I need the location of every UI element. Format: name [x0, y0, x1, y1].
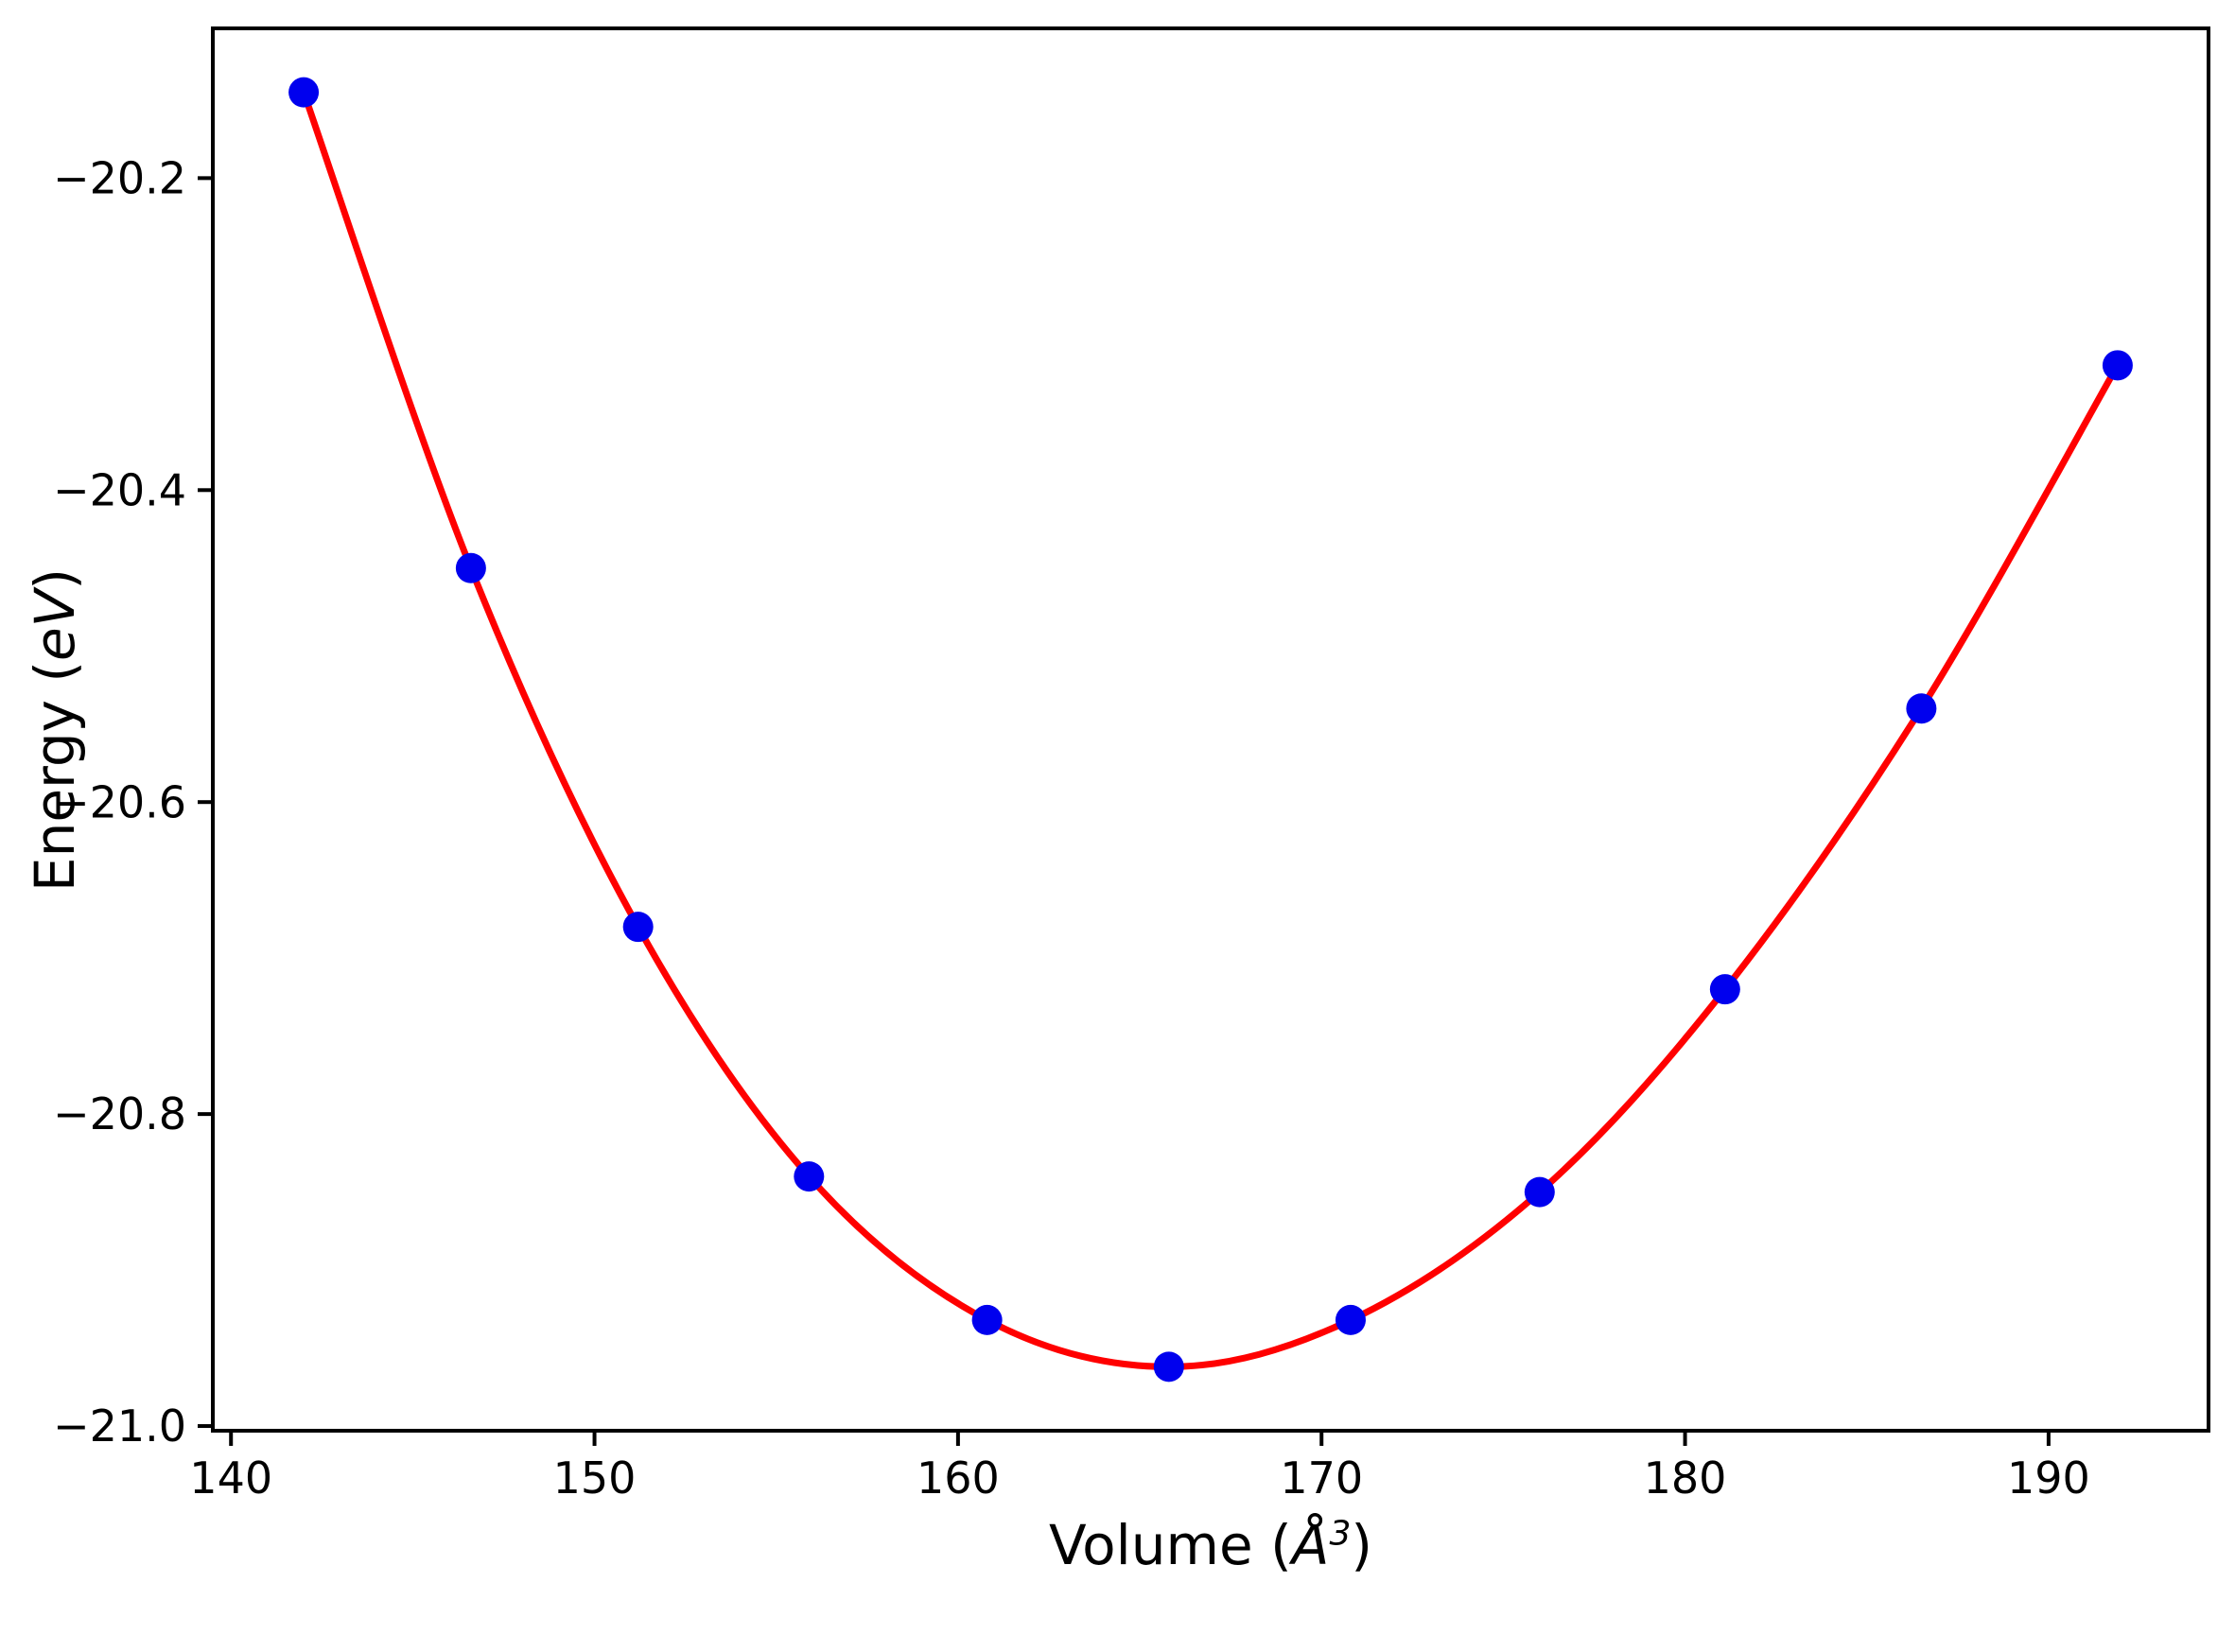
- data-point: [288, 77, 320, 108]
- x-axis-unit-exponent: 3: [1329, 1514, 1352, 1554]
- data-point: [2102, 350, 2133, 381]
- fit-curve: [300, 89, 2122, 1370]
- x-axis-label-text: Volume (: [1049, 1513, 1292, 1577]
- x-axis-unit: Å: [1291, 1513, 1330, 1577]
- y-tick-label: −21.0: [53, 1400, 186, 1452]
- x-tick-label: 190: [2007, 1452, 2090, 1504]
- data-point: [1153, 1351, 1184, 1382]
- data-point: [1906, 693, 1937, 724]
- y-tick-label: −20.6: [53, 776, 186, 827]
- x-tick-label: 160: [917, 1452, 1000, 1504]
- y-tick-label: −20.4: [53, 464, 186, 515]
- data-point: [455, 552, 486, 583]
- data-point: [622, 912, 654, 943]
- data-point: [1335, 1304, 1366, 1335]
- y-axis-label-close: ): [23, 567, 87, 590]
- y-axis-label: Energy (eV): [23, 568, 87, 892]
- y-axis-label-text: Energy (: [23, 660, 87, 893]
- x-axis-label: Volume (Å3): [213, 1513, 2209, 1577]
- data-point: [794, 1161, 825, 1192]
- plot-border: [211, 26, 2210, 1433]
- x-tick-label: 140: [189, 1452, 272, 1504]
- x-axis-label-close: ): [1351, 1513, 1372, 1577]
- y-tick-label: −20.8: [53, 1088, 186, 1139]
- data-point: [1524, 1176, 1555, 1208]
- y-axis-unit: eV: [23, 589, 87, 661]
- data-point: [971, 1304, 1003, 1335]
- x-tick-label: 150: [553, 1452, 637, 1504]
- data-point: [1709, 974, 1740, 1005]
- y-tick-label: −20.2: [53, 152, 186, 203]
- x-tick-label: 170: [1280, 1452, 1363, 1504]
- x-tick-label: 180: [1644, 1452, 1727, 1504]
